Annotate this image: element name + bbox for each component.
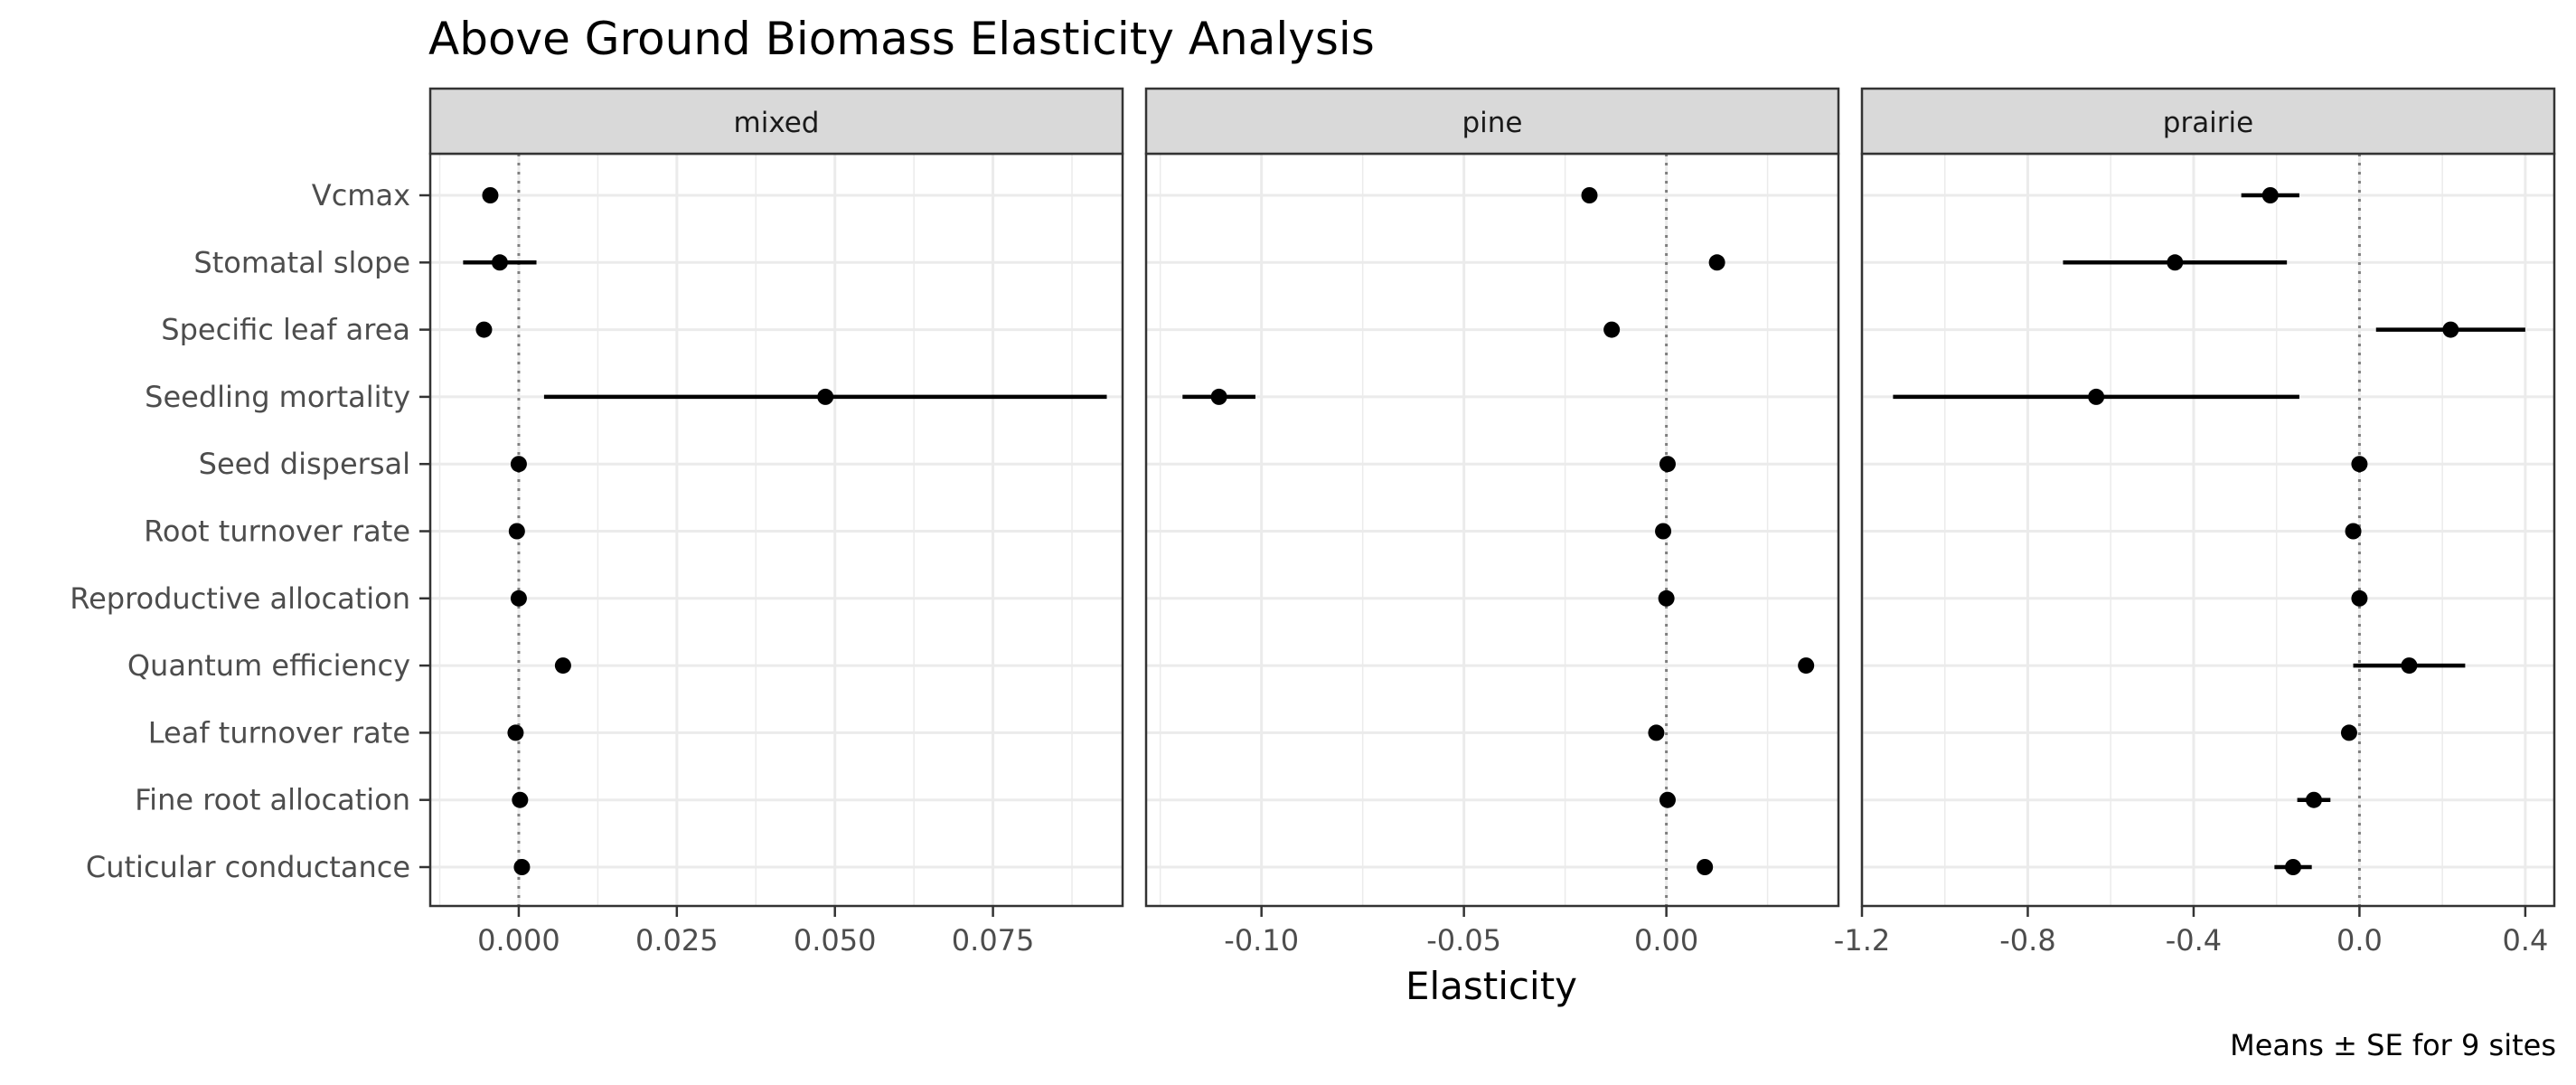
facet-strip-label: prairie xyxy=(2163,107,2253,139)
y-tick-label: Vcmax xyxy=(312,178,410,212)
y-tick-label: Quantum efficiency xyxy=(127,648,410,683)
x-tick-label: 0.075 xyxy=(952,923,1035,958)
x-tick-label: 0.0 xyxy=(2336,923,2383,958)
mean-point xyxy=(2261,187,2279,203)
x-tick-label: 0.00 xyxy=(1634,923,1698,958)
facet-strip-label: mixed xyxy=(734,107,820,139)
chart-caption: Means ± SE for 9 sites xyxy=(2230,1028,2556,1062)
mean-point xyxy=(475,321,493,338)
mean-point xyxy=(1798,657,1815,675)
y-tick-label: Stomatal slope xyxy=(193,245,410,279)
mean-point xyxy=(554,657,571,675)
facet-strip xyxy=(1144,87,1840,156)
mean-point xyxy=(510,590,527,607)
y-tick-label: Reproductive allocation xyxy=(70,581,410,616)
mean-point xyxy=(1658,590,1675,607)
mean-point xyxy=(1659,456,1676,473)
x-tick-label: -0.8 xyxy=(1999,923,2055,958)
mean-point xyxy=(2351,590,2368,607)
mean-point xyxy=(1581,187,1598,203)
y-tick-label: Specific leaf area xyxy=(161,313,410,347)
mean-point xyxy=(513,859,531,875)
facet-strip xyxy=(1860,87,2556,156)
y-axis-labels: Vcmax Stomatal slope Specific leaf area See… xyxy=(70,178,430,884)
mean-point xyxy=(2401,657,2418,675)
x-tick-label: -1.2 xyxy=(1834,923,1890,958)
facet-strip-label: pine xyxy=(1462,107,1522,139)
mean-point xyxy=(2305,791,2322,808)
mean-point xyxy=(1603,321,1621,338)
y-tick-label: Seedling mortality xyxy=(145,380,410,414)
mean-point xyxy=(482,187,499,203)
y-tick-label: Fine root allocation xyxy=(135,783,410,817)
y-tick-label: Root turnover rate xyxy=(144,514,410,549)
mean-point xyxy=(2340,724,2357,741)
mean-point xyxy=(2442,321,2459,338)
panel-mixed: mixed 0.000 0.025 0.050 0.075 xyxy=(428,87,1124,958)
x-tick-label: -0.4 xyxy=(2166,923,2222,958)
y-tick-label: Leaf turnover rate xyxy=(148,715,410,750)
mean-point xyxy=(1210,388,1227,405)
x-axis-title: Elasticity xyxy=(1406,964,1577,1008)
mean-point xyxy=(817,388,834,405)
mean-point xyxy=(2345,523,2362,540)
mean-point xyxy=(508,523,525,540)
mean-point xyxy=(1659,791,1676,808)
x-tick-label: 0.000 xyxy=(477,923,560,958)
x-tick-label: -0.05 xyxy=(1426,923,1501,958)
facet-strip xyxy=(428,87,1124,156)
mean-point xyxy=(1697,859,1714,875)
panel-prairie: prairie -1.2 -0.8 -0.4 0.0 0.4 xyxy=(1834,87,2556,958)
mean-point xyxy=(512,791,529,808)
mean-point xyxy=(491,254,508,271)
y-tick-label: Cuticular conductance xyxy=(86,850,410,884)
mean-point xyxy=(2285,859,2302,875)
facet-panels: mixed 0.000 0.025 0.050 0.075 pine -0.10 -0.05 0… xyxy=(428,87,2556,958)
chart-title: Above Ground Biomass Elasticity Analysis xyxy=(428,13,1375,65)
mean-point xyxy=(2351,456,2368,473)
mean-point xyxy=(2167,254,2184,271)
x-tick-label: 0.4 xyxy=(2502,923,2548,958)
x-tick-label: -0.10 xyxy=(1224,923,1299,958)
mean-point xyxy=(1648,724,1665,741)
panel-pine: pine -0.10 -0.05 0.00 xyxy=(1144,87,1840,958)
x-tick-label: 0.050 xyxy=(794,923,877,958)
mean-point xyxy=(1708,254,1725,271)
y-tick-label: Seed dispersal xyxy=(199,447,410,481)
mean-point xyxy=(1655,523,1672,540)
mean-point xyxy=(507,724,524,741)
mean-point xyxy=(2088,388,2105,405)
mean-point xyxy=(510,456,527,473)
x-tick-label: 0.025 xyxy=(635,923,719,958)
